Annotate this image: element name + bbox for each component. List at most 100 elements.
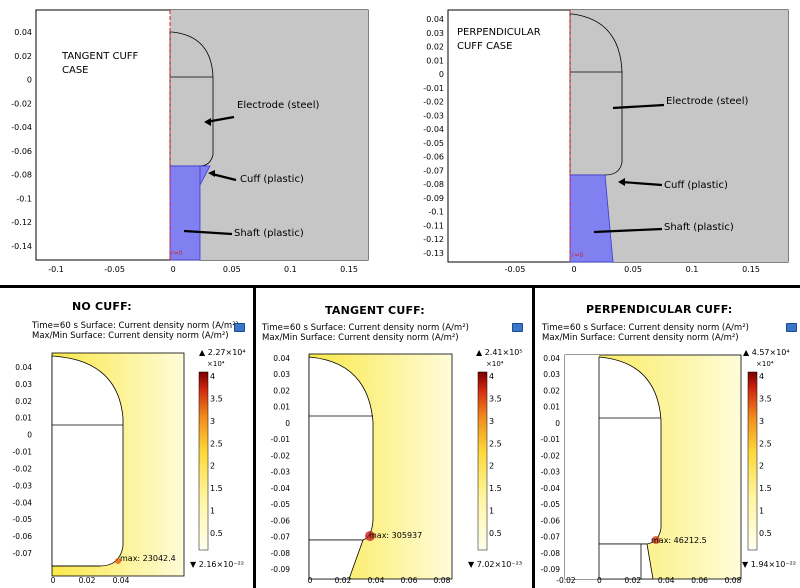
y-tick-label: -0.07: [541, 533, 561, 542]
y-tick-label: -0.07: [13, 549, 33, 558]
colorbar-tick-label: 2.5: [489, 439, 502, 448]
plot-header-line2: Max/Min Surface: Current density norm (A…: [32, 331, 229, 341]
plot-settings-icon[interactable]: [512, 323, 523, 332]
y-tick-label: -0.01: [271, 435, 291, 444]
perpendicular-cuff-field-plot: 4 3.5 3 2.5 2 1.5 1 0.5 0.04 0.03 0.02 0.01 0 -0.01 -…: [541, 354, 772, 585]
colorbar-tick-label: 1: [759, 507, 764, 516]
top-left-geometry-plot: 0.04 0.02 0 -0.02 -0.04 -0.06 -0.08 -0.1 -0.12 -0…: [11, 9, 369, 274]
y-tick-label: -0.03: [423, 111, 444, 120]
y-tick-label: 0: [27, 431, 32, 440]
x-tick-label: 0.04: [368, 576, 385, 585]
y-tick-label: -0.04: [11, 123, 32, 132]
electrode-annotation: Electrode (steel): [237, 100, 320, 111]
colorbar-tick-label: 3: [210, 417, 215, 426]
y-tick-label: -0.05: [271, 500, 291, 509]
plot-settings-icon[interactable]: [234, 323, 245, 332]
y-tick-label: 0.02: [543, 386, 560, 395]
x-tick-label: 0.06: [691, 576, 708, 585]
y-tick-label: -0.04: [541, 484, 561, 493]
vertical-separator-2: [532, 285, 535, 588]
y-tick-label: -0.04: [271, 484, 291, 493]
y-tick-label: 0.02: [14, 52, 32, 61]
colorbar-max-label: ▲ 2.41×10⁵: [476, 348, 523, 357]
colorbar-tick-label: 0.5: [759, 529, 772, 538]
plot-header-line2: Max/Min Surface: Current density norm (A…: [262, 333, 459, 343]
y-tick-label: -0.08: [11, 171, 32, 180]
y-tick-label: -0.01: [13, 448, 33, 457]
y-tick-label: -0.07: [423, 166, 444, 175]
y-tick-label: 0.01: [543, 403, 560, 412]
x-tick-label: 0: [308, 576, 313, 585]
x-tick-label: 0.04: [113, 576, 130, 585]
y-tick-label: -0.06: [13, 532, 33, 541]
y-tick-label: -0.09: [541, 565, 561, 574]
y-tick-label: -0.08: [423, 180, 444, 189]
colorbar-tick-label: 0.5: [210, 529, 223, 538]
x-tick-label: -0.05: [104, 265, 125, 274]
shaft-annotation: Shaft (plastic): [664, 222, 734, 233]
y-tick-label: 0.03: [15, 380, 32, 389]
y-tick-label: 0.01: [273, 403, 290, 412]
plot-settings-icon[interactable]: [786, 323, 797, 332]
y-tick-label: 0.04: [14, 28, 32, 37]
axis-marker-label: r=0: [171, 250, 183, 257]
max-annotation: max: 23042.4: [120, 554, 176, 563]
x-tick-label: -0.1: [48, 265, 64, 274]
x-tick-label: -0.02: [556, 576, 576, 585]
y-tick-label: -0.13: [423, 249, 444, 258]
colorbar-tick-label: 3.5: [210, 394, 223, 403]
top-right-geometry-plot: 0.04 0.03 0.02 0.01 0 -0.01 -0.02 -0.03 -0.04 -0.…: [423, 9, 789, 274]
y-tick-label: -0.03: [271, 468, 291, 477]
shaft-annotation: Shaft (plastic): [234, 228, 304, 239]
y-tick-label: -0.05: [13, 515, 33, 524]
colorbar-tick-label: 1: [210, 507, 215, 516]
x-tick-label: 0.02: [624, 576, 641, 585]
y-tick-label: 0.01: [15, 414, 32, 423]
y-tick-label: -0.02: [541, 451, 561, 460]
y-tick-label: 0.03: [273, 370, 290, 379]
case-label-line2: CUFF CASE: [457, 41, 513, 52]
y-tick-label: -0.05: [541, 500, 561, 509]
colorbar-tick-label: 3.5: [759, 394, 772, 403]
x-tick-label: 0.06: [401, 576, 418, 585]
electrode-shape: [169, 31, 214, 167]
y-tick-label: -0.06: [11, 147, 32, 156]
case-label-line1: TANGENT CUFF: [62, 51, 139, 62]
panel-title-no-cuff: NO CUFF:: [72, 300, 132, 313]
y-tick-label: 0.04: [426, 15, 444, 24]
max-annotation: max: 305937: [369, 531, 423, 540]
x-tick-label: 0.08: [434, 576, 451, 585]
x-tick-label: 0.15: [340, 265, 358, 274]
y-tick-label: -0.02: [13, 464, 33, 473]
x-tick-label: 0: [171, 265, 176, 274]
no-cuff-field-plot: 4 3.5 3 2.5 2 1.5 1 0.5 0.04 0.03 0.02 0.01 0 -0.01 -…: [13, 352, 223, 585]
x-tick-label: 0.1: [284, 265, 297, 274]
y-tick-label: 0: [285, 419, 290, 428]
cuff-annotation: Cuff (plastic): [240, 174, 304, 185]
tangent-case-label: TANGENT CUFF CASE: [62, 50, 138, 78]
y-tick-label: -0.02: [11, 99, 32, 108]
y-tick-label: -0.02: [271, 451, 291, 460]
horizontal-separator: [0, 285, 800, 288]
colorbar-tick-label: 2: [210, 462, 215, 471]
colorbar-min-label: ▼ 7.02×10⁻²³: [468, 560, 523, 569]
y-tick-label: 0: [439, 70, 444, 79]
x-tick-label: 0.1: [686, 265, 699, 274]
colorbar-tick-label: 3: [489, 417, 494, 426]
y-tick-label: -0.07: [271, 533, 291, 542]
y-tick-label: -0.09: [423, 194, 444, 203]
y-tick-label: -0.11: [423, 221, 444, 230]
colorbar-tick-label: 3: [759, 417, 764, 426]
y-tick-label: -0.04: [13, 498, 33, 507]
y-tick-label: 0.04: [543, 354, 560, 363]
x-tick-label: 0.02: [79, 576, 96, 585]
y-tick-label: -0.03: [13, 481, 33, 490]
y-tick-label: -0.08: [541, 549, 561, 558]
colorbar-min-label: ▼ 1.94×10⁻²²: [742, 560, 797, 569]
colorbar-min-label: ▼ 2.16×10⁻²²: [190, 560, 245, 569]
y-tick-label: -0.09: [271, 565, 291, 574]
x-tick-label: 0: [597, 576, 602, 585]
max-annotation: max: 46212.5: [651, 536, 707, 545]
colorbar-tick-label: 2.5: [759, 439, 772, 448]
y-tick-label: -0.04: [423, 125, 444, 134]
